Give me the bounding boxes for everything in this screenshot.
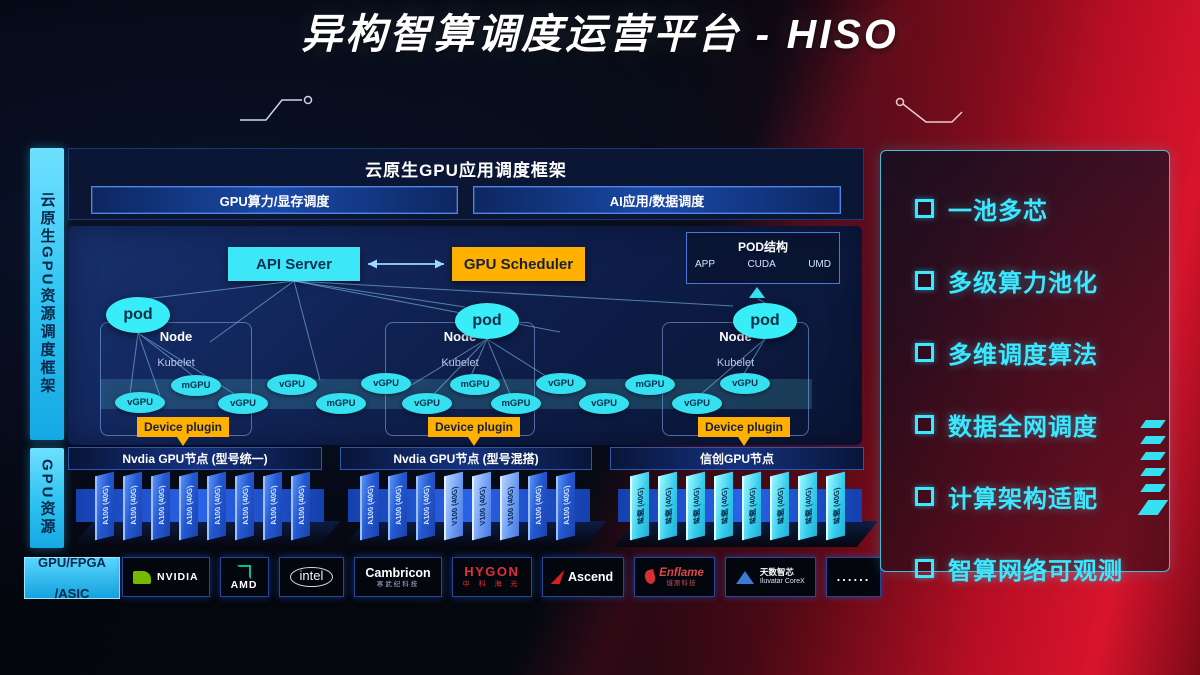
device-plugin-1: Device plugin bbox=[137, 417, 229, 437]
app-framework-panel: 云原生GPU应用调度框架 GPU算力/显存调度 AI应用/数据调度 bbox=[68, 148, 864, 220]
iluvatar-icon bbox=[735, 570, 754, 584]
more-logo: ...... bbox=[825, 557, 882, 597]
chip-types-box: GPU/FPGA /ASIC bbox=[24, 554, 120, 601]
gpu-platform bbox=[344, 521, 606, 547]
device-plugin-arrow-icon bbox=[177, 437, 189, 446]
sidebar-framework-bar: 云原生GPU资源调度框架 bbox=[30, 148, 64, 440]
cambricon-name: Cambricon bbox=[365, 565, 431, 580]
gpu-group-header-1: Nvdia GPU节点 (型号统一) bbox=[68, 447, 322, 470]
app-framework-title: 云原生GPU应用调度框架 bbox=[365, 161, 567, 180]
sidebar-gpu-bar: GPU资源 bbox=[30, 448, 64, 548]
amd-name: AMD bbox=[230, 579, 258, 592]
page-title: 异构智算调度运营平台 - HISO bbox=[301, 11, 899, 57]
nvidia-icon bbox=[133, 570, 151, 584]
gpu-group-header-3: 信创GPU节点 bbox=[610, 447, 864, 470]
device-plugin-2: Device plugin bbox=[428, 417, 520, 437]
circuit-decoration-icon bbox=[240, 95, 313, 121]
square-bullet-icon bbox=[915, 415, 934, 434]
circuit-decoration-icon bbox=[895, 97, 963, 123]
chip-types-line2: /ASIC bbox=[54, 585, 90, 601]
feature-label: 多级算力池化 bbox=[948, 270, 1098, 297]
hygon-subtitle: 中 科 海 光 bbox=[462, 580, 522, 588]
kubelet-label: Kubelet bbox=[441, 357, 479, 369]
amd-logo: AMD bbox=[219, 557, 269, 597]
nvidia-name: NVIDIA bbox=[157, 570, 199, 583]
feature-label: 多维调度算法 bbox=[948, 342, 1098, 369]
square-bullet-icon bbox=[915, 271, 934, 290]
gpu-rack-band bbox=[348, 489, 590, 522]
square-bullet-icon bbox=[915, 343, 934, 362]
square-bullet-icon bbox=[915, 199, 934, 218]
iluvatar-logo: 天数智芯 Iluvatar CoreX bbox=[724, 557, 816, 597]
device-plugin-3: Device plugin bbox=[698, 417, 790, 437]
feature-label: 智算网络可观测 bbox=[948, 558, 1123, 585]
gpu-rack-band bbox=[76, 489, 324, 522]
pod-ellipse-2: pod bbox=[455, 303, 519, 339]
gpu-platform bbox=[614, 521, 878, 547]
pod-ellipse-1: pod bbox=[106, 297, 170, 333]
feature-item: 计算架构适配 bbox=[915, 479, 1123, 514]
feature-item: 一池多芯 bbox=[915, 191, 1123, 226]
feature-item: 数据全网调度 bbox=[915, 407, 1123, 442]
api-server-box: API Server bbox=[228, 247, 360, 281]
feature-label: 计算架构适配 bbox=[948, 486, 1098, 513]
enflame-subtitle: 燧原科技 bbox=[666, 579, 697, 587]
enflame-name: Enflame bbox=[659, 566, 704, 579]
pod-layer-umd: UMD bbox=[808, 259, 831, 270]
amd-icon bbox=[237, 565, 252, 580]
gpu-group-header-2: Nvdia GPU节点 (型号混搭) bbox=[340, 447, 592, 470]
ascend-logo: Ascend bbox=[542, 557, 625, 597]
compute-scheduling-box: GPU算力/显存调度 bbox=[91, 186, 458, 214]
intel-name: intel bbox=[289, 566, 334, 588]
chip-types-line1: GPU/FPGA bbox=[38, 554, 106, 570]
pod-structure-box: POD结构 APP CUDA UMD bbox=[686, 232, 840, 284]
cambricon-logo: Cambricon 寒武纪科技 bbox=[354, 557, 442, 597]
hygon-logo: HYGON 中 科 海 光 bbox=[451, 557, 533, 597]
iluvatar-name: 天数智芯 bbox=[759, 567, 794, 578]
device-plugin-arrow-icon bbox=[738, 437, 750, 446]
feature-label: 一池多芯 bbox=[948, 198, 1048, 225]
ascend-name: Ascend bbox=[568, 569, 614, 584]
ascend-icon bbox=[550, 570, 565, 584]
feature-panel: 一池多芯多级算力池化 多维调度算法 数据全网调度 计算架构适配 智算网络可观测 bbox=[880, 150, 1170, 585]
enflame-icon bbox=[643, 568, 657, 586]
pod-ellipse-3: pod bbox=[733, 303, 797, 339]
cambricon-subtitle: 寒武纪科技 bbox=[376, 580, 420, 588]
nvidia-logo: NVIDIA bbox=[122, 557, 210, 597]
feature-label: 数据全网调度 bbox=[948, 414, 1098, 441]
pod-structure-title: POD结构 bbox=[737, 240, 788, 254]
hygon-name: HYGON bbox=[464, 564, 520, 579]
feature-item: 智算网络可观测 bbox=[915, 551, 1123, 586]
enflame-logo: Enflame 燧原科技 bbox=[634, 557, 715, 597]
feature-item: 多级算力池化 bbox=[915, 263, 1123, 298]
square-bullet-icon bbox=[915, 559, 934, 578]
gpu-scheduler-box: GPU Scheduler bbox=[452, 247, 585, 281]
more-name: ...... bbox=[836, 568, 871, 584]
gpu-platform bbox=[72, 521, 340, 547]
hazard-stripes-icon bbox=[1137, 420, 1169, 523]
ai-data-scheduling-box: AI应用/数据调度 bbox=[473, 186, 841, 214]
square-bullet-icon bbox=[915, 487, 934, 506]
sidebar-gpu-label: GPU资源 bbox=[38, 459, 56, 537]
device-plugin-arrow-icon bbox=[468, 437, 480, 446]
gpu-rack-band bbox=[618, 489, 862, 522]
pod-layer-cuda: CUDA bbox=[747, 259, 776, 270]
intel-logo: intel bbox=[278, 557, 345, 597]
gpu-slice-band bbox=[100, 379, 812, 409]
kubelet-label: Kubelet bbox=[157, 357, 195, 369]
sidebar-framework-label: 云原生GPU资源调度框架 bbox=[38, 192, 56, 396]
pod-layer-app: APP bbox=[695, 259, 716, 270]
feature-item: 多维调度算法 bbox=[915, 335, 1123, 370]
vendor-logo-row: NVIDIA AMD intel Cambricon 寒武纪科技 HYGON 中 科 海 光… bbox=[122, 557, 882, 597]
feature-list: 一池多芯多级算力池化 多维调度算法 数据全网调度 计算架构适配 智算网络可观测 bbox=[915, 191, 1123, 623]
pod-structure-arrow-icon bbox=[749, 287, 765, 298]
iluvatar-subtitle: Iluvatar CoreX bbox=[759, 577, 805, 585]
kubelet-label: Kubelet bbox=[716, 357, 755, 369]
